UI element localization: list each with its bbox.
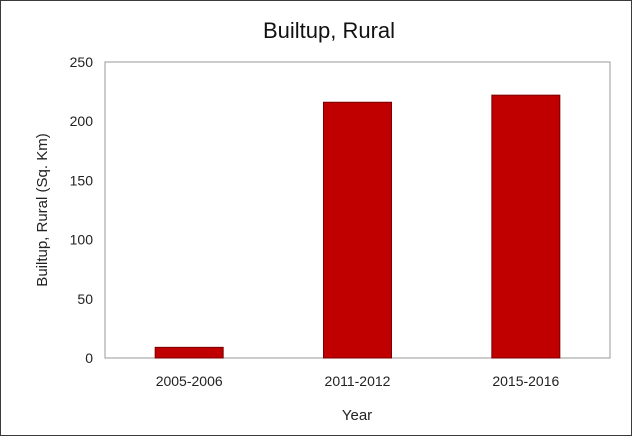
x-tick-label: 2015-2016 <box>492 373 559 389</box>
y-tick-label: 0 <box>85 350 93 366</box>
y-tick-label: 50 <box>77 291 93 307</box>
bar-2005-2006 <box>154 346 224 359</box>
x-axis-ticks: 2005-2006 2011-2012 2015-2016 <box>156 373 560 389</box>
x-axis-label: Year <box>342 407 372 424</box>
y-tick-label: 250 <box>70 54 94 70</box>
y-tick-label: 150 <box>70 172 94 188</box>
x-tick-label: 2011-2012 <box>325 373 391 389</box>
bars <box>154 94 561 359</box>
x-tick-label: 2005-2006 <box>156 373 223 389</box>
bar-2011-2012 <box>323 101 392 359</box>
bar-2015-2016 <box>491 94 561 359</box>
y-tick-label: 100 <box>70 232 94 248</box>
y-axis-label: Builtup, Rural (Sq. Km) <box>34 133 51 286</box>
y-tick-label: 200 <box>70 113 94 129</box>
chart-title: Builtup, Rural <box>263 18 395 43</box>
y-axis-ticks: 0 50 100 150 200 250 <box>70 54 94 366</box>
